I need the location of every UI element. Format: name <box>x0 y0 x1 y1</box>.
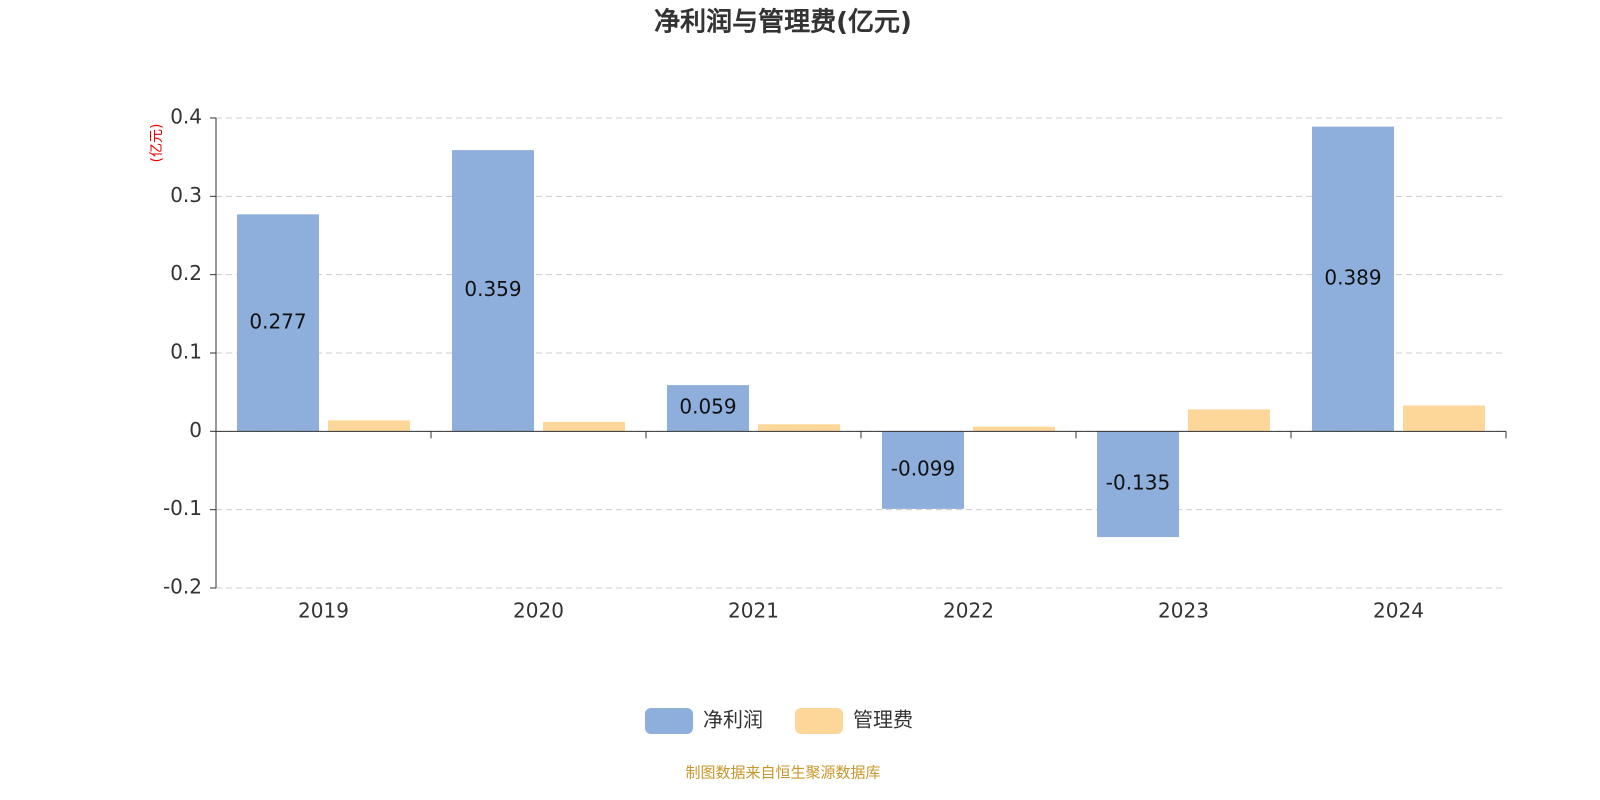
data-label: 0.277 <box>249 309 306 333</box>
bar <box>758 424 840 432</box>
bar <box>667 385 749 432</box>
bar <box>973 426 1055 432</box>
bar <box>328 420 410 432</box>
data-label: 0.359 <box>464 277 521 301</box>
y-tick-label: -0.2 <box>163 575 202 599</box>
y-tick-label: -0.1 <box>163 496 202 520</box>
y-axis-label: (亿元) <box>149 124 165 163</box>
y-tick-label: 0.1 <box>170 340 202 364</box>
x-tick-label: 2024 <box>1373 599 1424 623</box>
x-tick-label: 2021 <box>728 599 779 623</box>
bar <box>1403 405 1485 432</box>
data-label: -0.099 <box>891 457 955 481</box>
bar <box>1097 431 1179 538</box>
bar <box>1188 409 1270 432</box>
bar <box>882 431 964 509</box>
chart-title: 净利润与管理费(亿元) <box>654 7 912 38</box>
legend-label: 管理费 <box>853 708 913 732</box>
y-tick-label: 0 <box>189 418 202 442</box>
data-label: 0.059 <box>679 395 736 419</box>
x-tick-label: 2020 <box>513 599 564 623</box>
bar <box>452 150 534 432</box>
y-tick-label: 0.4 <box>170 105 202 129</box>
y-tick-label: 0.2 <box>170 261 202 285</box>
x-tick-label: 2023 <box>1158 599 1209 623</box>
data-label: -0.135 <box>1106 471 1170 495</box>
legend-swatch <box>645 708 693 734</box>
y-tick-label: 0.3 <box>170 183 202 207</box>
x-tick-label: 2022 <box>943 599 994 623</box>
data-label: 0.389 <box>1324 265 1381 289</box>
x-tick-label: 2019 <box>298 599 349 623</box>
bar <box>1312 126 1394 432</box>
bar <box>237 214 319 432</box>
legend-label: 净利润 <box>703 708 763 732</box>
source-note: 制图数据来自恒生聚源数据库 <box>685 764 880 782</box>
legend-swatch <box>795 708 843 734</box>
bar <box>543 421 625 432</box>
